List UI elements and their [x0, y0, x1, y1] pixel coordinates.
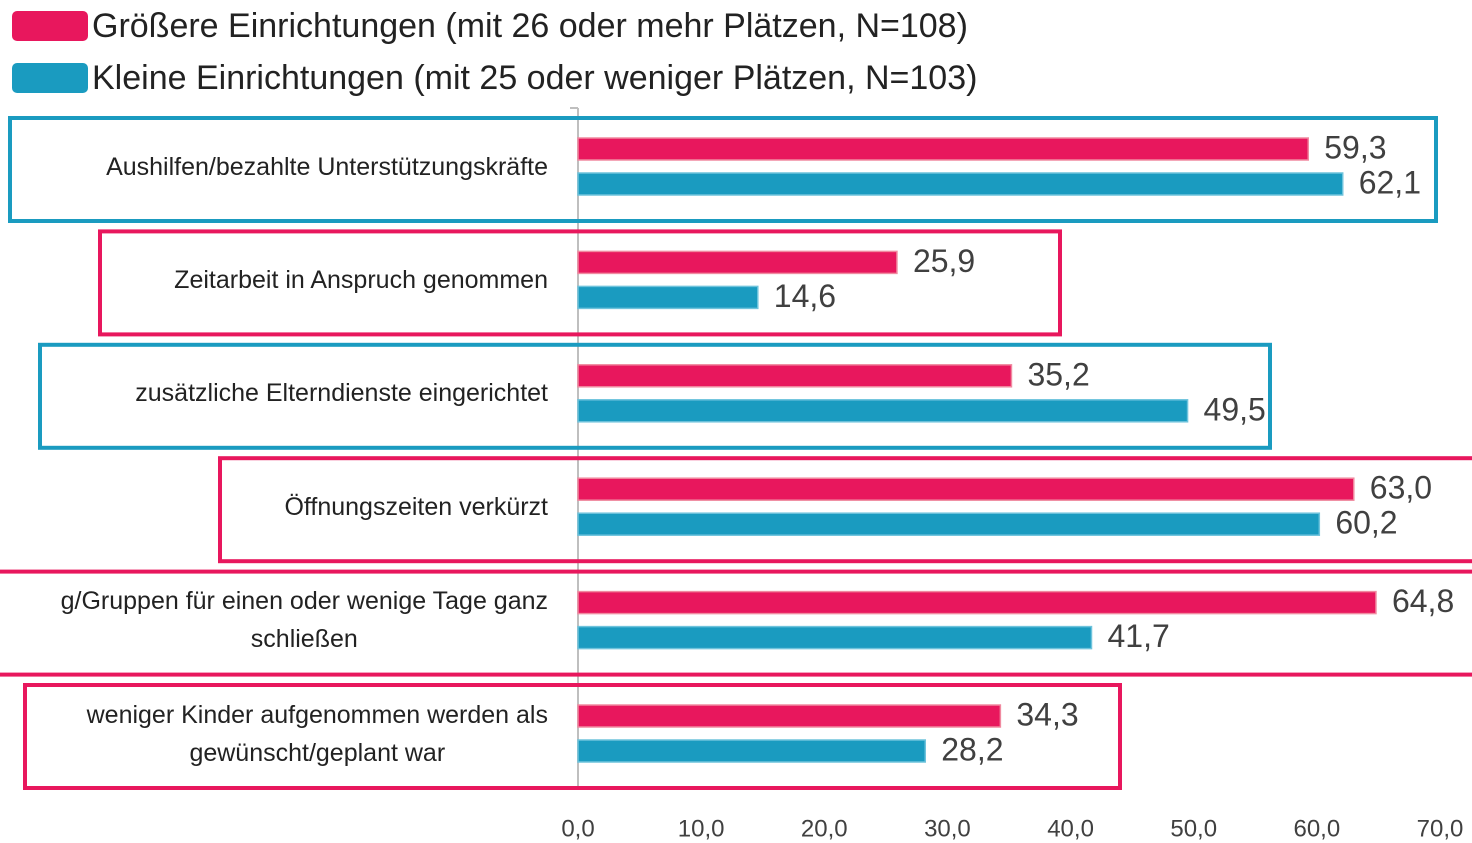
value-label: 49,5	[1204, 391, 1266, 427]
bar	[577, 250, 898, 275]
value-label: 28,2	[941, 731, 1003, 767]
category-label: Zeitarbeit in Anspruch genommen	[174, 265, 548, 294]
legend-label: Kleine Einrichtungen (mit 25 oder wenige…	[92, 58, 978, 97]
value-label: 63,0	[1370, 470, 1432, 506]
legend-swatch	[12, 11, 88, 41]
x-tick-label: 70,0	[1417, 815, 1464, 842]
bar	[577, 285, 759, 310]
value-label: 34,3	[1016, 696, 1078, 732]
x-tick-label: 60,0	[1293, 815, 1340, 842]
x-tick-label: 30,0	[924, 815, 971, 842]
legend-item: Größere Einrichtungen (mit 26 oder mehr …	[12, 6, 968, 46]
label-box	[38, 342, 1272, 450]
label-box	[8, 116, 1438, 223]
x-tick-label: 10,0	[678, 815, 725, 842]
x-tick-label: 50,0	[1170, 815, 1217, 842]
bar	[577, 137, 1309, 161]
category-label: weniger Kinder aufgenommen werden als ge…	[86, 700, 548, 767]
value-label: 64,8	[1392, 583, 1454, 619]
bar	[577, 739, 927, 763]
value-label: 41,7	[1108, 618, 1170, 654]
x-tick-label: 20,0	[801, 815, 848, 842]
legend-item: Kleine Einrichtungen (mit 25 oder wenige…	[12, 58, 977, 96]
label-box	[23, 683, 1122, 790]
bar	[577, 590, 1377, 615]
bar	[577, 172, 1344, 196]
category-label: g/Gruppen für einen oder wenige Tage gan…	[60, 587, 548, 654]
bar	[577, 625, 1093, 650]
legend: Größere Einrichtungen (mit 26 oder mehr …	[0, 0, 1472, 96]
value-label: 14,6	[774, 278, 836, 314]
category-label: Öffnungszeiten verkürzt	[284, 492, 548, 521]
value-label: 62,1	[1359, 164, 1421, 200]
bar	[577, 364, 1013, 388]
bar	[577, 512, 1321, 536]
value-label: 59,3	[1324, 129, 1386, 165]
legend-label: Größere Einrichtungen (mit 26 oder mehr …	[92, 6, 968, 45]
bar	[577, 704, 1002, 728]
label-box	[0, 569, 1472, 677]
category-label: Aushilfen/bezahlte Unterstützungskräfte	[106, 152, 548, 181]
category-label: zusätzliche Elterndienste eingerichtet	[135, 379, 548, 408]
bar	[577, 399, 1189, 423]
x-tick-label: 40,0	[1047, 815, 1094, 842]
value-label: 60,2	[1335, 505, 1397, 541]
label-box	[218, 456, 1472, 564]
value-label: 35,2	[1027, 356, 1089, 392]
legend-swatch	[12, 63, 88, 93]
label-box	[98, 229, 1062, 337]
bar	[577, 477, 1355, 501]
x-tick-label: 0,0	[561, 815, 594, 842]
value-label: 25,9	[913, 243, 975, 279]
